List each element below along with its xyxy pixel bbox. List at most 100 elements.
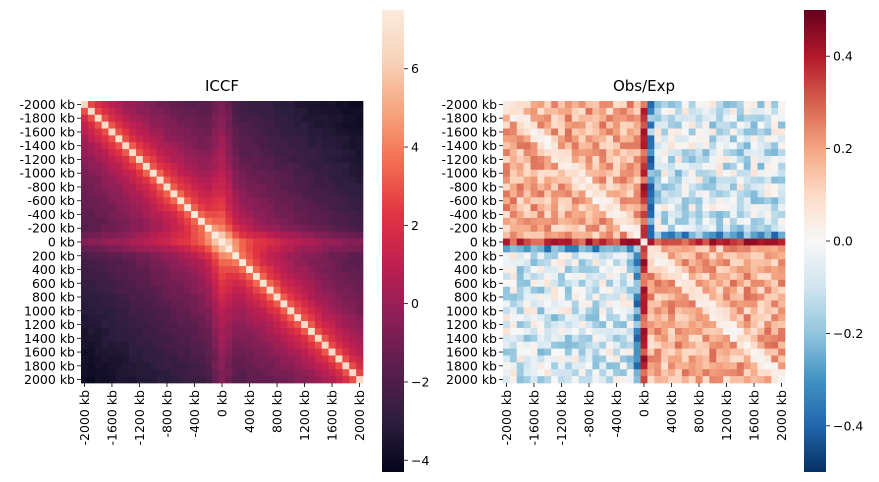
heatmap-cell [321,327,329,336]
heatmap-cell [170,266,178,274]
heatmap-cell [551,238,559,246]
heatmap-cell [321,107,329,116]
heatmap-cell [771,334,779,343]
heatmap-cell [750,101,758,109]
heatmap-cell [294,300,302,308]
heatmap-cell [149,190,158,198]
heatmap-cell [314,314,323,322]
heatmap-cell [523,204,531,212]
x-tick-label: 0 kb [637,390,652,417]
heatmap-cell [544,376,552,384]
heatmap-cell [307,197,316,205]
heatmap-cell [592,190,600,198]
heatmap-cell [668,176,676,184]
heatmap-cell [301,224,309,233]
heatmap-cell [674,293,683,301]
heatmap-cell [551,211,559,219]
heatmap-cell [307,314,316,322]
heatmap-cell [571,334,580,343]
heatmap-cell [321,362,329,370]
heatmap-cell [757,162,765,171]
heatmap-cell [681,355,690,363]
heatmap-cell [342,114,350,122]
heatmap-cell [335,369,343,377]
heatmap-cell [266,176,274,184]
heatmap-cell [294,327,302,336]
heatmap-cell [743,169,751,178]
heatmap-cell [356,259,364,267]
heatmap-cell [349,183,357,191]
heatmap-cell [101,176,109,184]
heatmap-cell [301,128,309,136]
heatmap-cell [688,169,696,178]
heatmap-cell [626,128,635,136]
heatmap-cell [211,307,219,315]
heatmap-cell [661,245,669,253]
heatmap-cell [328,341,336,349]
heatmap-cell [211,114,219,122]
heatmap-cell [509,238,518,246]
heatmap-cell [613,128,621,136]
heatmap-cell [259,327,268,336]
heatmap-cell [81,376,89,384]
heatmap-cell [259,149,268,157]
heatmap-cell [87,238,96,246]
heatmap-cell [743,224,751,233]
heatmap-cell [530,121,538,129]
heatmap-cell [544,183,552,191]
heatmap-cell [136,259,144,267]
heatmap-cell [87,334,96,343]
heatmap-cell [211,300,219,308]
heatmap-cell [585,327,593,336]
heatmap-cell [280,300,288,308]
heatmap-cell [81,259,89,267]
heatmap-cell [87,169,96,178]
heatmap-cell [606,327,614,336]
heatmap-cell [294,183,302,191]
heatmap-cell [115,355,123,363]
heatmap-cell [558,128,566,136]
heatmap-cell [273,238,281,246]
heatmap-cell [750,190,758,198]
heatmap-cell [129,101,137,109]
heatmap-cell [335,321,343,329]
heatmap-cell [321,307,329,315]
heatmap-cell [307,149,316,157]
heatmap-cell [211,266,219,274]
heatmap-cell [218,128,226,136]
heatmap-cell [613,252,621,260]
heatmap-cell [613,107,621,116]
heatmap-cell [592,156,600,164]
heatmap-cell [232,307,240,315]
heatmap-cell [259,279,268,288]
heatmap-cell [564,327,573,336]
heatmap-cell [592,169,600,178]
heatmap-cell [778,121,786,129]
heatmap-cell [294,142,302,150]
heatmap-cell [736,252,745,260]
heatmap-cell [716,245,724,253]
heatmap-cell [592,307,600,315]
heatmap-cell [516,355,524,363]
heatmap-cell [335,197,343,205]
heatmap-cell [702,362,710,370]
heatmap-cell [115,183,123,191]
heatmap-cell [729,217,738,226]
heatmap-cell [342,197,350,205]
heatmap-cell [530,101,538,109]
heatmap-cell [681,224,690,233]
heatmap-cell [723,197,731,205]
heatmap-cell [578,231,586,239]
heatmap-cell [321,204,329,212]
heatmap-cell [695,121,703,129]
heatmap-cell [163,128,171,136]
heatmap-cell [335,149,343,157]
heatmap-cell [544,266,552,274]
heatmap-cell [716,121,724,129]
heatmap-cell [633,135,641,143]
heatmap-cell [640,307,648,315]
heatmap-cell [307,211,316,219]
heatmap-cell [729,307,738,315]
heatmap-cell [280,266,288,274]
heatmap-cell [764,334,772,343]
